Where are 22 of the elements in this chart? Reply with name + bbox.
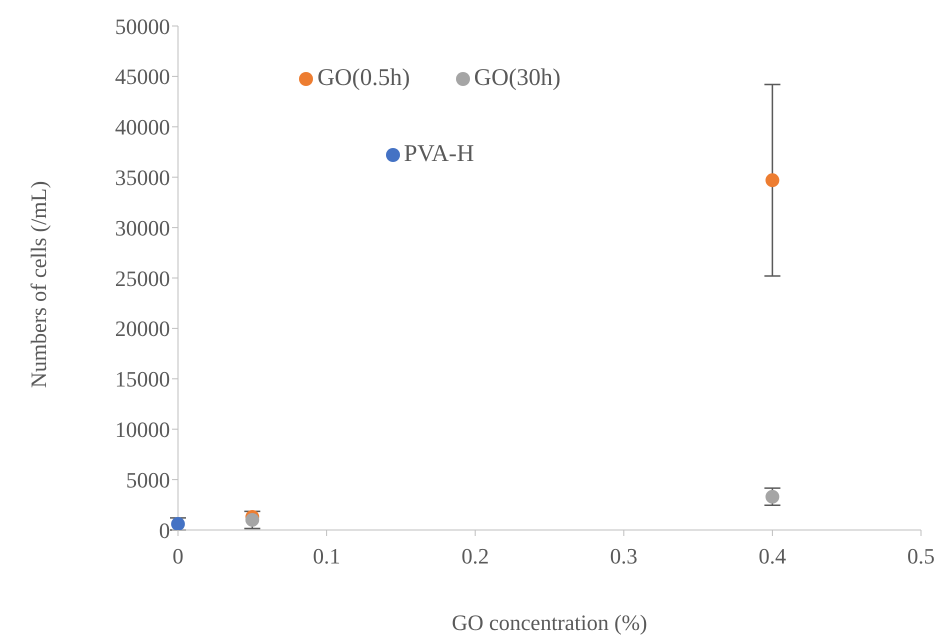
legend-label: GO(30h) <box>474 65 561 91</box>
y-tick-label: 40000 <box>115 114 170 140</box>
y-tick-label: 20000 <box>115 316 170 342</box>
x-tick-label: 0.2 <box>461 544 489 569</box>
point <box>765 173 780 188</box>
y-axis-title: Numbers of cells (/mL) <box>26 180 51 388</box>
legend-label: PVA-H <box>404 141 474 167</box>
x-tick-label: 0.3 <box>610 544 638 569</box>
x-tick-label: 0.4 <box>758 544 786 569</box>
y-tick-label: 10000 <box>115 417 170 442</box>
x-tick-label: 0.5 <box>907 544 935 569</box>
y-tick-label: 5000 <box>126 467 170 492</box>
legend-label: GO(0.5h) <box>317 65 410 91</box>
y-tick-label: 15000 <box>115 366 170 392</box>
y-tick-label: 0 <box>159 518 170 543</box>
y-tick-label: 45000 <box>115 64 170 90</box>
x-tick-label: 0.1 <box>312 544 340 569</box>
y-tick-label: 35000 <box>115 165 170 190</box>
y-tick-label: 50000 <box>115 14 170 39</box>
y-tick-label: 30000 <box>115 215 170 240</box>
y-tick-label: 25000 <box>115 266 170 291</box>
x-axis-title: GO concentration (%) <box>452 610 648 635</box>
